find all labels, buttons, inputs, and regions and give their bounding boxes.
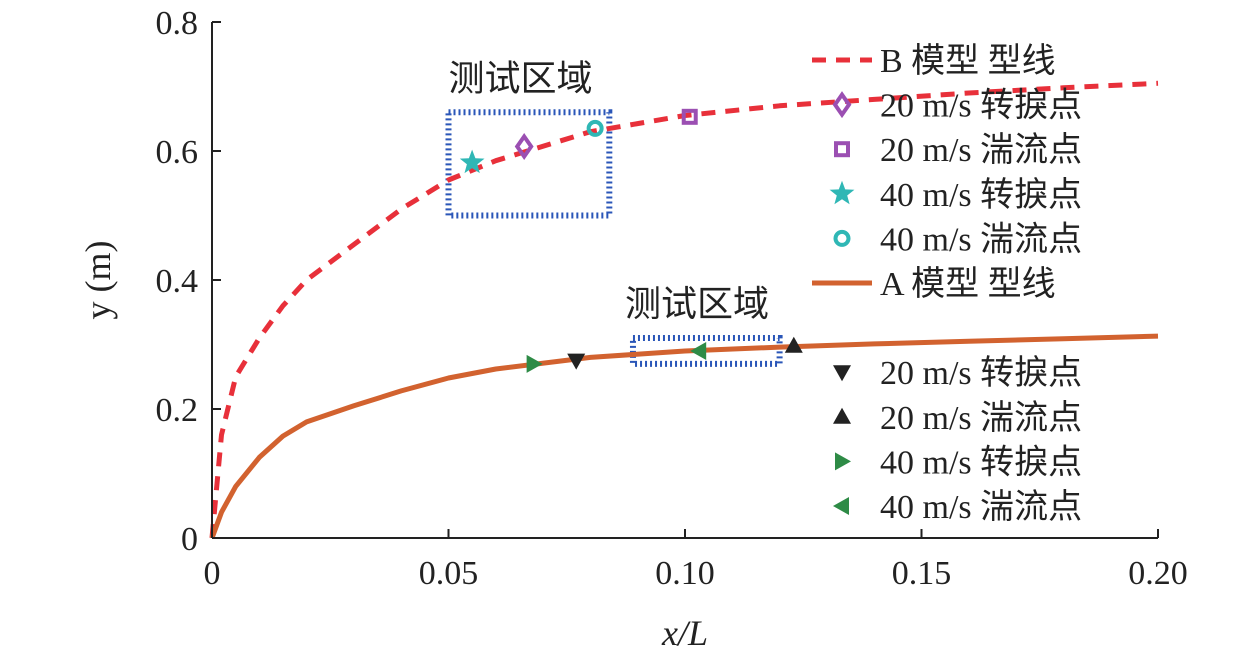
legend-marker-7 — [835, 452, 851, 471]
legend-label-6: A 模型 型线 — [880, 265, 1056, 303]
data-point-6 — [784, 336, 803, 353]
legend-marker-3 — [829, 180, 855, 205]
legend-label-5: 40 m/s 湍流点 — [880, 220, 1082, 258]
series-line-2 — [209, 333, 1159, 539]
legend-label-8: 20 m/s 转捩点 — [880, 354, 1082, 392]
data-point-8 — [690, 341, 707, 360]
legend-marker-1 — [832, 91, 852, 119]
y-tick-label-2: 0.2 — [156, 392, 199, 429]
x-tick-label-4: 0.15 — [892, 555, 952, 592]
legend-label-1: B 模型 型线 — [880, 42, 1056, 80]
x-tick-label-1: 0 — [204, 555, 221, 592]
x-tick-label-2: 0.05 — [419, 555, 479, 592]
data-point-5 — [567, 353, 586, 370]
legend-label-3: 20 m/s 湍流点 — [880, 131, 1082, 169]
legend-marker-5 — [833, 365, 851, 382]
y-axis-title: y (m) — [78, 241, 118, 320]
test-region-label-1: 测试区域 — [449, 58, 593, 98]
legend: B 模型 型线 20 m/s 转捩点 20 m/s 湍流点 40 m/s 转捩点 40 … — [812, 42, 1082, 526]
x-axis-title: x/L — [661, 613, 708, 653]
data-point-2 — [681, 108, 698, 125]
y-tick-label-4: 0.6 — [156, 134, 199, 171]
series-line-1 — [209, 80, 1159, 539]
ticks: 0 0.05 0.10 0.15 0.20 0 0.2 0.4 0.6 0.8 — [156, 5, 1188, 592]
x-tick-label-3: 0.10 — [655, 555, 715, 592]
y-tick-label-5: 0.8 — [156, 5, 199, 42]
legend-label-10: 40 m/s 转捩点 — [880, 443, 1082, 481]
data-point-1 — [514, 132, 534, 160]
data-point-4 — [586, 119, 604, 137]
legend-label-2: 20 m/s 转捩点 — [880, 87, 1082, 125]
data-point-3 — [459, 149, 485, 174]
data-point-7 — [526, 354, 543, 373]
x-tick-label-5: 0.20 — [1128, 555, 1188, 592]
legend-marker-4 — [833, 229, 851, 247]
test-region-box-1 — [445, 109, 613, 219]
legend-label-11: 40 m/s 湍流点 — [880, 488, 1082, 526]
test-region-label-2: 测试区域 — [625, 284, 769, 324]
legend-label-9: 20 m/s 湍流点 — [880, 399, 1082, 437]
legend-marker-2 — [834, 141, 850, 158]
y-tick-label-1: 0 — [181, 521, 198, 558]
legend-marker-6 — [833, 407, 851, 424]
y-tick-label-3: 0.4 — [156, 263, 199, 300]
legend-marker-8 — [833, 497, 849, 515]
legend-label-4: 40 m/s 转捩点 — [880, 176, 1082, 214]
test-region-box-2 — [629, 335, 783, 367]
